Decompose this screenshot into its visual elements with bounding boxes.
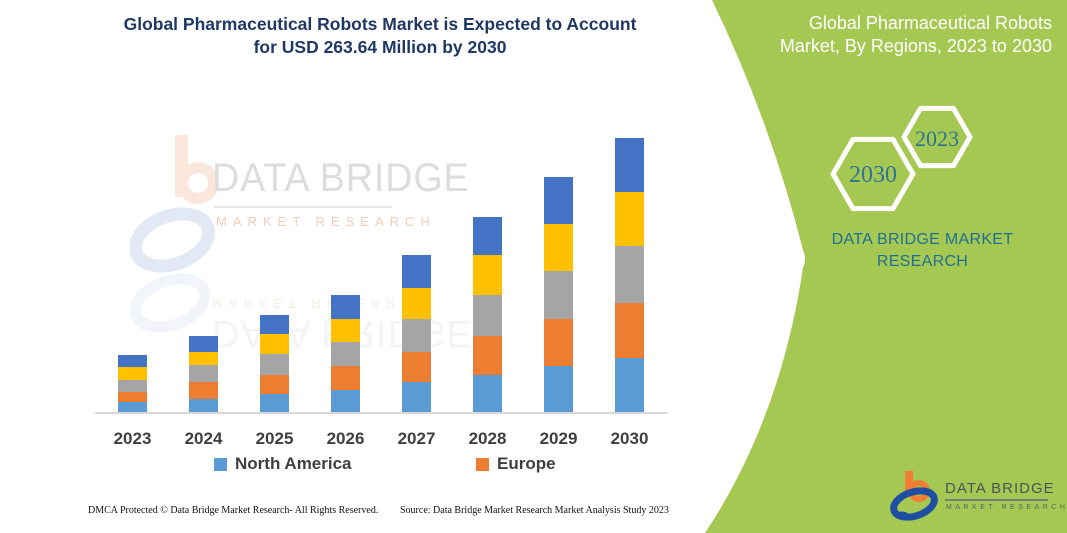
year-hexagons: 2030 2023: [830, 105, 973, 212]
logo-sub-text: MARKET RESEARCH: [946, 504, 1067, 511]
x-axis-label-2024: 2024: [184, 429, 223, 448]
bar-segment-2030--unlabeled-dark-blue-series-: [615, 137, 644, 193]
bar-cell-2027: [381, 130, 452, 413]
page-title-line2: for USD 263.64 Million by 2030: [253, 37, 507, 57]
bar-cell-2023: [97, 130, 168, 413]
bar-segment-2023-north-america: [118, 402, 147, 413]
side-panel-background: [705, 0, 1067, 533]
chart-legend: North America Europe: [0, 454, 667, 476]
bar-segment-2024-europe: [189, 382, 218, 399]
legend-item-north-america: North America: [214, 454, 352, 474]
stacked-bar-chart: [97, 130, 665, 413]
databridge-logo-icon: [890, 471, 938, 521]
bar-segment-2024--unlabeled-gray-series-: [189, 364, 218, 383]
bar-segment-2026--unlabeled-yellow-series-: [331, 318, 360, 343]
x-axis-label-2029: 2029: [539, 429, 578, 448]
bar-segment-2028--unlabeled-dark-blue-series-: [473, 216, 502, 255]
bar-segment-2026-north-america: [331, 389, 360, 413]
logo-stem: [905, 471, 913, 496]
bar-2027: [402, 255, 431, 413]
bar-segment-2025--unlabeled-gray-series-: [260, 354, 289, 375]
x-axis-label-2030: 2030: [610, 429, 649, 448]
x-axis-label-2025: 2025: [255, 429, 294, 448]
bar-segment-2026--unlabeled-gray-series-: [331, 342, 360, 367]
bar-segment-2026-europe: [331, 366, 360, 390]
legend-label: North America: [235, 454, 352, 473]
bar-cell-2030: [594, 130, 665, 413]
bar-2030: [615, 137, 644, 413]
x-axis-label-2027: 2027: [397, 429, 436, 448]
legend-label: Europe: [497, 454, 556, 473]
side-panel-title-line2: Market, By Regions, 2023 to 2030: [779, 36, 1052, 56]
bar-cell-2028: [452, 130, 523, 413]
bar-segment-2025--unlabeled-dark-blue-series-: [260, 314, 289, 334]
bar-segment-2027--unlabeled-yellow-series-: [402, 288, 431, 320]
bar-segment-2026--unlabeled-dark-blue-series-: [331, 294, 360, 319]
bar-segment-2027--unlabeled-dark-blue-series-: [402, 255, 431, 289]
bar-cell-2025: [239, 130, 310, 413]
brand-text-line1: DATA BRIDGE MARKET: [831, 231, 1014, 248]
x-axis-label-2028: 2028: [468, 429, 507, 448]
bar-segment-2023-europe: [118, 392, 147, 403]
brand-text-line2: RESEARCH: [876, 253, 969, 270]
legend-swatch-europe: [476, 457, 489, 471]
bar-segment-2023--unlabeled-dark-blue-series-: [118, 355, 147, 368]
legend-swatch-north-america: [214, 457, 227, 471]
bar-segment-2025-north-america: [260, 393, 289, 413]
green-wedge-shape: [705, 0, 1067, 533]
footer-source-text: Source: Data Bridge Market Research Mark…: [400, 505, 669, 516]
bar-segment-2023--unlabeled-gray-series-: [118, 380, 147, 393]
logo-swoosh: [890, 487, 938, 521]
bar-segment-2028--unlabeled-yellow-series-: [473, 254, 502, 295]
bar-2024: [189, 335, 218, 413]
bar-segment-2025-europe: [260, 374, 289, 394]
bar-segment-2027-north-america: [402, 382, 431, 413]
bar-segment-2024--unlabeled-yellow-series-: [189, 352, 218, 365]
bar-segment-2030--unlabeled-gray-series-: [615, 246, 644, 304]
logo-name-text: DATA BRIDGE: [945, 480, 1055, 497]
bar-segment-2029--unlabeled-dark-blue-series-: [544, 177, 573, 225]
page-title-line1: Global Pharmaceutical Robots Market is E…: [123, 14, 637, 34]
bar-cell-2026: [310, 130, 381, 413]
logo-underline: [945, 499, 1048, 501]
bar-segment-2030-north-america: [615, 357, 644, 413]
bar-2025: [260, 314, 289, 413]
x-axis-label-2023: 2023: [113, 429, 152, 448]
logo-leaf: [894, 511, 910, 519]
bar-segment-2028-north-america: [473, 374, 502, 413]
bar-segment-2024--unlabeled-dark-blue-series-: [189, 335, 218, 353]
x-axis-labels: 2023 2024 2025 2026 2027 2028 2029 2030: [97, 429, 665, 449]
bar-cell-2024: [168, 130, 239, 413]
bar-segment-2029-europe: [544, 318, 573, 367]
bar-segment-2029-north-america: [544, 366, 573, 413]
bar-segment-2028-europe: [473, 335, 502, 375]
bar-segment-2027-europe: [402, 352, 431, 382]
hexagon-2030-label: 2030: [849, 162, 897, 188]
bar-segment-2029--unlabeled-gray-series-: [544, 271, 573, 319]
bar-segment-2030--unlabeled-yellow-series-: [615, 192, 644, 247]
bar-segment-2025--unlabeled-yellow-series-: [260, 333, 289, 355]
bar-segment-2029--unlabeled-yellow-series-: [544, 224, 573, 272]
bar-2029: [544, 177, 573, 413]
hexagon-2030: [830, 136, 916, 212]
x-axis-line: [95, 412, 668, 414]
bar-segment-2030-europe: [615, 303, 644, 358]
bar-segment-2023--unlabeled-yellow-series-: [118, 367, 147, 381]
bar-cell-2029: [523, 130, 594, 413]
bar-segment-2028--unlabeled-gray-series-: [473, 294, 502, 336]
hexagon-2023: [901, 105, 973, 169]
bar-2026: [331, 294, 360, 413]
bar-segment-2027--unlabeled-gray-series-: [402, 319, 431, 352]
page-title: Global Pharmaceutical Robots Market is E…: [40, 13, 720, 59]
hexagon-2023-label: 2023: [915, 126, 959, 151]
side-panel-title-line1: Global Pharmaceutical Robots: [808, 13, 1052, 33]
footer-dmca-text: DMCA Protected © Data Bridge Market Rese…: [88, 505, 379, 516]
legend-item-europe: Europe: [476, 454, 556, 474]
x-axis-label-2026: 2026: [326, 429, 365, 448]
side-panel-title: Global Pharmaceutical Robots Market, By …: [755, 12, 1052, 58]
bar-2028: [473, 216, 502, 413]
bar-segment-2024-north-america: [189, 399, 218, 413]
bar-2023: [118, 355, 147, 413]
